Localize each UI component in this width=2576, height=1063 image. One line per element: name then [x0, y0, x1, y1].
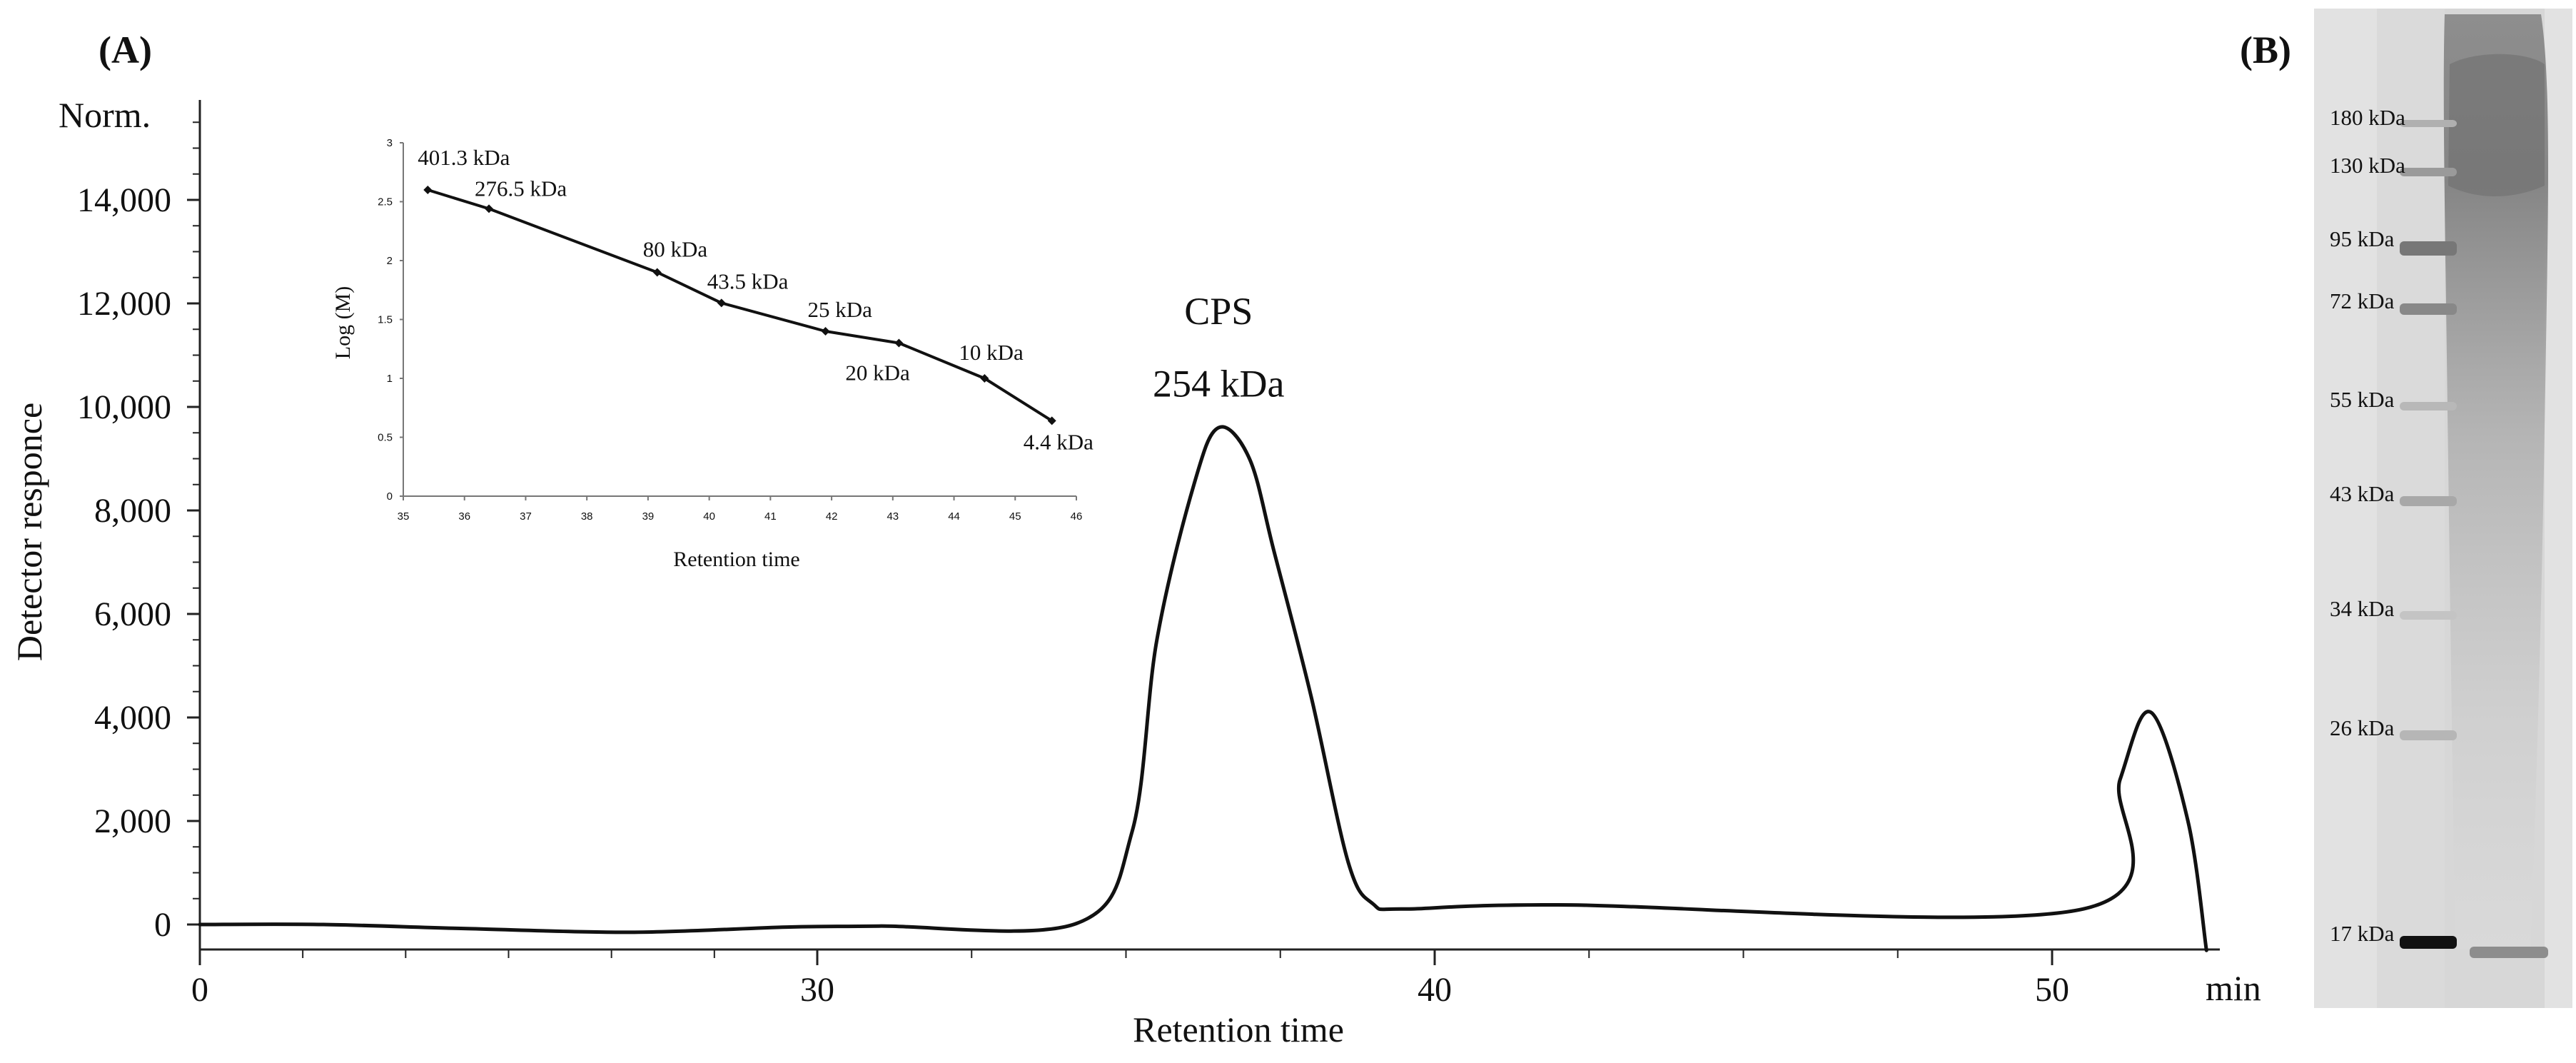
inset-x-tick-label: 35 [398, 510, 410, 523]
calibration-point [485, 204, 494, 213]
main-y-axis-title: Detector responce [9, 403, 49, 661]
x-unit-label: min [2206, 968, 2261, 1008]
gel-ladder-band [2400, 611, 2457, 620]
gel-ladder-label: 34 kDa [2330, 596, 2395, 621]
inset-x-tick-label: 42 [826, 510, 838, 523]
calibration-point [1047, 416, 1056, 425]
y-tick-label: 0 [154, 906, 171, 944]
calibration-point [423, 186, 433, 194]
gel-ladder-band [2400, 402, 2457, 410]
inset-x-tick-label: 37 [520, 510, 532, 523]
gel-ladder-label: 43 kDa [2330, 481, 2395, 506]
inset-chart: 0 0.5 1 1.5 2 2.5 3 35 36 37 38 39 40 41 42 43 44 45 46 L… [331, 137, 1093, 571]
calibration-point [821, 327, 830, 336]
inset-x-tick-label: 45 [1009, 510, 1021, 523]
gel-ladder-label: 130 kDa [2330, 153, 2405, 178]
inset-x-tick-label: 39 [642, 510, 655, 523]
gel-ladder-label: 180 kDa [2330, 105, 2405, 130]
calibration-point [980, 374, 989, 383]
gel-ladder-band [2400, 120, 2457, 127]
calibration-point-label: 401.3 kDa [418, 145, 510, 170]
gel-ladder-label: 95 kDa [2330, 226, 2395, 251]
gel-ladder-label: 55 kDa [2330, 387, 2395, 412]
gel-ladder-label: 26 kDa [2330, 715, 2395, 740]
calibration-point-label: 80 kDa [643, 237, 708, 262]
inset-x-tick-label: 43 [887, 510, 899, 523]
y-tick-label: 2,000 [94, 802, 171, 840]
gel-sample-17kda-band [2470, 947, 2548, 958]
inset-x-tick-label: 36 [458, 510, 470, 523]
inset-x-tick-label: 41 [764, 510, 777, 523]
x-tick-label: 40 [1418, 971, 1452, 1009]
main-chart: 02,0004,0006,0008,00010,00012,00014,000 … [9, 95, 2261, 1049]
calibration-point-label: 276.5 kDa [475, 176, 567, 201]
gel-ladder-band [2400, 730, 2457, 740]
inset-y-tick-label: 0 [387, 490, 393, 503]
inset-y-tick-label: 1 [387, 373, 393, 385]
inset-x-tick-label: 44 [948, 510, 960, 523]
y-tick-label: 10,000 [77, 388, 171, 426]
inset-y-tick-label: 1.5 [378, 314, 393, 326]
peak-label-cps: CPS [1184, 290, 1253, 333]
gel-ladder-band [2400, 168, 2457, 176]
gel-ladder-band [2400, 496, 2457, 506]
inset-x-axis-title: Retention time [673, 548, 799, 571]
calibration-point-label: 10 kDa [959, 340, 1024, 365]
x-tick-label: 0 [191, 971, 208, 1009]
inset-x-tick-label: 40 [703, 510, 715, 523]
calibration-point [717, 298, 726, 308]
inset-x-tick-label: 38 [581, 510, 593, 523]
panel-a-label: (A) [99, 29, 152, 71]
y-tick-label: 14,000 [77, 181, 171, 219]
calibration-line [427, 188, 1053, 423]
calibration-point-label: 25 kDa [808, 297, 873, 322]
calibration-point-label: 20 kDa [845, 361, 910, 386]
calibration-point [652, 268, 662, 277]
calibration-point-label: 43.5 kDa [707, 268, 789, 293]
inset-y-tick-label: 3 [387, 137, 393, 149]
inset-y-tick-label: 2.5 [378, 196, 393, 208]
gel-ladder-label: 17 kDa [2330, 921, 2395, 946]
y-tick-label: 8,000 [94, 492, 171, 530]
x-tick-label: 50 [2035, 971, 2069, 1009]
x-tick-label: 30 [800, 971, 834, 1009]
gel-sample-top-dark [2448, 54, 2545, 196]
gel-ladder-band [2400, 241, 2457, 256]
inset-y-axis-title: Log (M) [331, 286, 355, 359]
main-x-axis-title: Retention time [1133, 1009, 1344, 1049]
y-tick-label: 4,000 [94, 699, 171, 737]
calibration-point [894, 338, 904, 348]
gel-ladder-band [2400, 936, 2457, 949]
inset-y-tick-label: 2 [387, 255, 393, 267]
gel-ladder-label: 72 kDa [2330, 288, 2395, 313]
calibration-point-label: 4.4 kDa [1024, 429, 1093, 454]
detector-response-line [198, 425, 2208, 952]
peak-label-mass: 254 kDa [1153, 363, 1284, 405]
gel-sample-smear [2443, 14, 2548, 949]
inset-y-tick-label: 0.5 [378, 432, 393, 444]
gel-image: 180 kDa 130 kDa 95 kDa 72 kDa 55 kDa 43 kDa 34… [2314, 9, 2572, 1008]
y-tick-label: 12,000 [77, 285, 171, 323]
gel-ladder-band [2400, 303, 2457, 315]
inset-x-tick-label: 46 [1071, 510, 1083, 523]
y-tick-label: 6,000 [94, 595, 171, 633]
panel-b-label: (B) [2240, 29, 2291, 71]
y-unit-label: Norm. [59, 95, 151, 135]
